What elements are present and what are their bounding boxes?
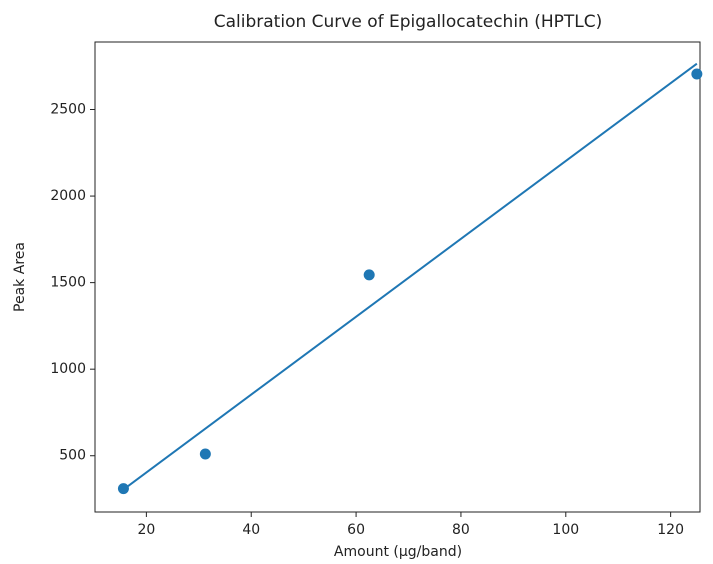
x-tick-label: 60 (347, 522, 365, 538)
y-axis-label: Peak Area (12, 242, 28, 312)
y-tick-label: 1000 (50, 361, 86, 377)
y-tick-label: 500 (59, 448, 86, 464)
data-point (199, 448, 211, 460)
y-tick-label: 2000 (50, 188, 86, 204)
x-tick-label: 40 (242, 522, 260, 538)
x-tick-label: 80 (452, 522, 470, 538)
plot-frame (94, 41, 701, 513)
x-tick-label: 100 (552, 522, 579, 538)
data-point (363, 269, 375, 281)
y-tick-label: 2500 (50, 102, 86, 118)
x-tick-label: 120 (657, 522, 684, 538)
x-tick-label: 20 (137, 522, 155, 538)
data-point (691, 68, 703, 80)
x-axis-label: Amount (µg/band) (334, 544, 462, 560)
chart-title: Calibration Curve of Epigallocatechin (H… (214, 12, 603, 32)
fit-line (122, 62, 698, 491)
y-tick-label: 1500 (50, 275, 86, 291)
